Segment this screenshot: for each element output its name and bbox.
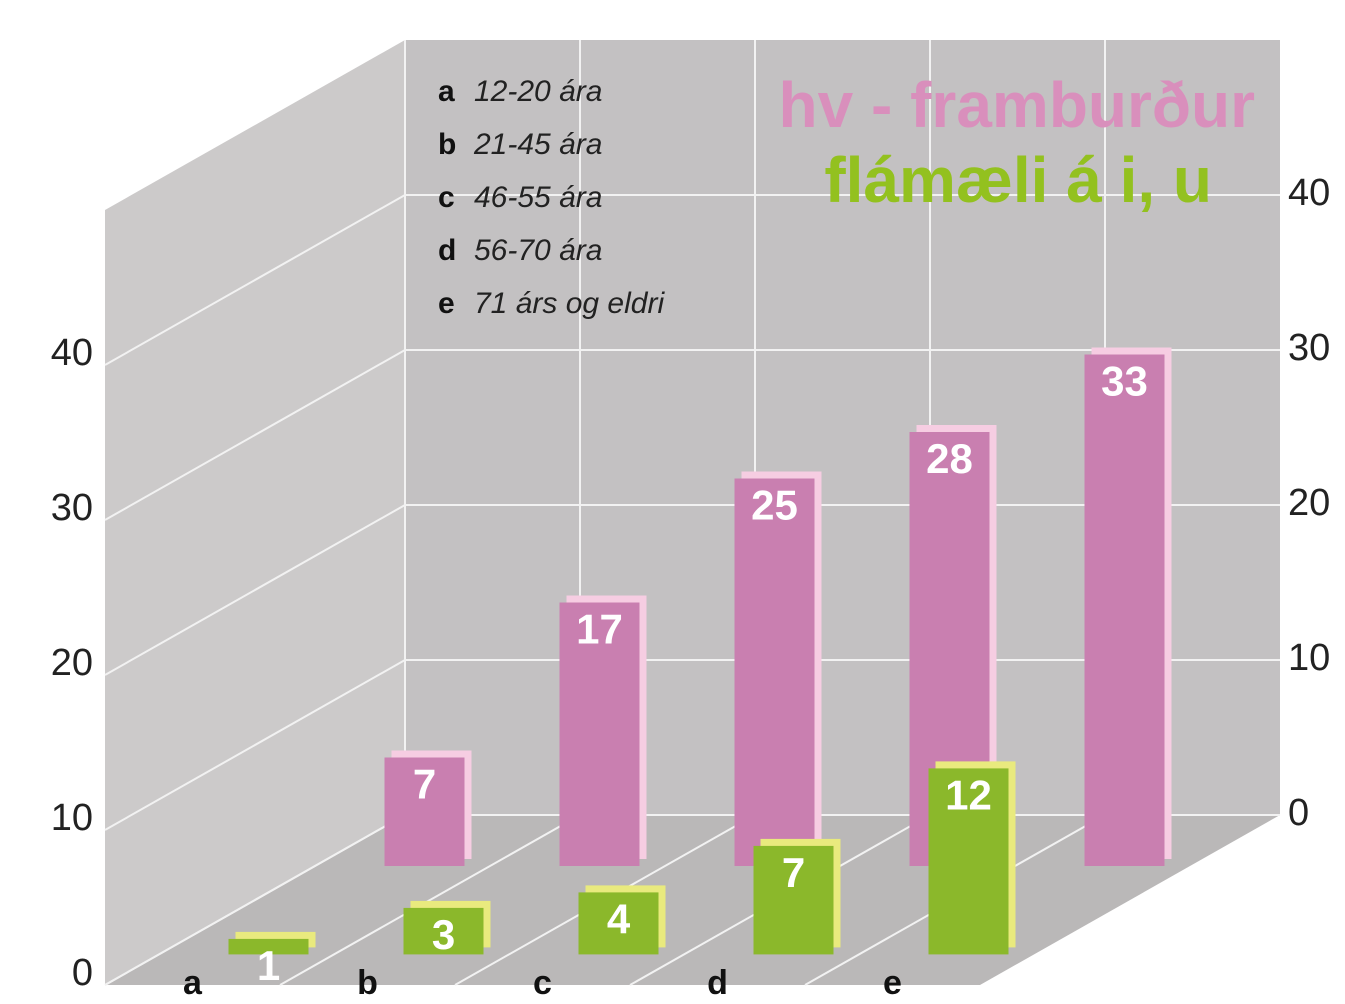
grid-line	[104, 659, 406, 831]
key-letter: a	[438, 75, 455, 108]
bar	[559, 602, 640, 866]
data-label: 17	[576, 606, 623, 653]
bar	[928, 768, 1009, 955]
bar	[734, 478, 815, 866]
data-label: 1	[257, 942, 280, 989]
key-letter: c	[438, 181, 455, 214]
data-label: 33	[1101, 358, 1148, 405]
floor-line	[279, 814, 581, 986]
left-wall	[105, 40, 405, 985]
y2-tick-label: 0	[1288, 792, 1309, 834]
data-label: 12	[945, 771, 992, 818]
x-tick-label: e	[883, 964, 902, 1002]
y-tick-label: 10	[51, 797, 93, 839]
y-tick-label: 0	[72, 952, 93, 994]
floor-edge	[104, 814, 406, 986]
data-label: 7	[413, 761, 436, 808]
x-tick-label: d	[707, 964, 728, 1002]
data-label: 4	[607, 895, 631, 942]
key-letter: e	[438, 287, 455, 320]
x-tick-label: a	[183, 964, 203, 1002]
y-tick-label: 20	[51, 642, 93, 684]
legend-entry: hv - framburður	[779, 69, 1255, 141]
key-letter: b	[438, 128, 456, 161]
grid-line	[104, 194, 406, 366]
bar	[228, 938, 309, 955]
key-label: 12-20 ára	[474, 75, 602, 108]
x-tick-label: b	[357, 964, 378, 1002]
legend-entry: flámæli á i, u	[824, 144, 1212, 216]
key-label: 71 árs og eldri	[474, 287, 665, 320]
data-label: 7	[782, 849, 805, 896]
key-label: 21-45 ára	[473, 128, 602, 161]
data-label: 25	[751, 482, 798, 529]
bar	[578, 892, 659, 955]
x-tick-label: c	[533, 964, 552, 1002]
grid-line	[104, 504, 406, 676]
data-label: 28	[926, 435, 973, 482]
grid-line	[104, 349, 406, 521]
bar	[384, 757, 465, 866]
key-label: 46-55 ára	[474, 181, 602, 214]
bar	[1084, 354, 1165, 866]
y2-tick-label: 40	[1288, 172, 1330, 214]
y-tick-label: 40	[51, 332, 93, 374]
bar	[403, 907, 484, 955]
y2-tick-label: 30	[1288, 327, 1330, 369]
key-letter: d	[438, 234, 456, 267]
bar	[753, 845, 834, 955]
y2-tick-label: 10	[1288, 637, 1330, 679]
data-label: 3	[432, 911, 455, 958]
y-tick-label: 30	[51, 487, 93, 529]
y2-tick-label: 20	[1288, 482, 1330, 524]
key-label: 56-70 ára	[474, 234, 602, 267]
